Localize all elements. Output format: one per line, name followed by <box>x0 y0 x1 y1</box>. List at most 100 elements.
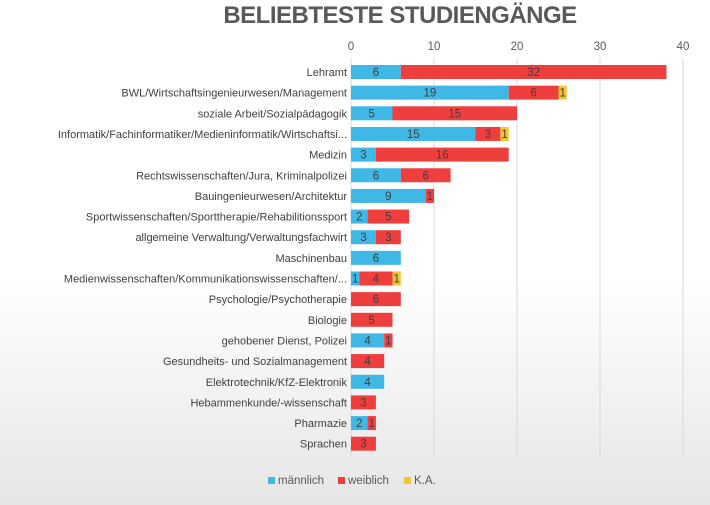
legend-label: männlich <box>278 475 324 487</box>
x-tick-label: 0 <box>348 41 354 53</box>
category-label: Maschinenbau <box>275 253 347 265</box>
category-label: Hebammenkunde/-wissenschaft <box>190 397 347 409</box>
bar-segment <box>351 230 376 245</box>
bar-segment <box>351 126 476 141</box>
x-tick-label: 20 <box>511 41 524 53</box>
data-label: 1 <box>501 129 507 141</box>
bar-segment <box>367 209 410 224</box>
data-label: 5 <box>385 212 391 224</box>
data-label: 1 <box>393 274 399 286</box>
legend-swatch <box>404 477 411 484</box>
bar-segment <box>351 374 385 389</box>
bar-segment <box>359 271 393 286</box>
data-label: 19 <box>423 88 436 100</box>
x-tick-label: 10 <box>428 41 441 53</box>
data-label: 3 <box>385 232 391 244</box>
bar-segment <box>500 126 509 141</box>
bar-segment <box>375 147 509 162</box>
data-label: 2 <box>356 212 362 224</box>
category-label: Sportwissenschaften/Sporttherapie/Rehabi… <box>86 212 347 224</box>
category-label: Medienwissenschaften/Kommunikationswisse… <box>64 274 347 286</box>
chart-title: BELIEBTESTE STUDIENGÄNGE <box>223 2 577 29</box>
bar-segment <box>392 271 401 286</box>
category-label: Lehramt <box>307 67 347 79</box>
x-tick-label: 30 <box>594 41 607 53</box>
category-label: Biologie <box>308 315 347 327</box>
data-label: 3 <box>360 439 366 451</box>
legend-swatch <box>268 477 275 484</box>
bar-segment <box>400 168 451 183</box>
legend-label: K.A. <box>414 475 436 487</box>
bar-segment <box>351 209 368 224</box>
category-label: Medizin <box>309 150 347 162</box>
category-label: soziale Arbeit/Sozialpädagogik <box>198 108 348 120</box>
legend-swatch <box>338 477 345 484</box>
bar-segment <box>384 333 393 348</box>
data-label: 4 <box>364 356 371 368</box>
bar-segment <box>351 65 401 79</box>
bar-segment <box>351 416 368 431</box>
data-label: 32 <box>527 67 540 79</box>
category-label: Pharmazie <box>294 418 347 430</box>
bar-segment <box>351 271 360 286</box>
data-label: 3 <box>360 232 366 244</box>
category-label: allgemeine Verwaltung/Verwaltungsfachwir… <box>135 232 347 244</box>
bar-segment <box>508 85 559 100</box>
category-label: Bauingenieurwesen/Architektur <box>195 191 348 203</box>
bar-segment <box>351 188 426 203</box>
category-label: BWL/Wirtschaftsingenieurwesen/Management <box>121 88 347 100</box>
category-label: Sprachen <box>300 439 347 451</box>
category-label: Psychologie/Psychotherapie <box>209 294 347 306</box>
bar-segment <box>351 106 393 121</box>
bar-segment <box>351 333 385 348</box>
data-label: 5 <box>369 315 375 327</box>
bar-segment <box>425 188 434 203</box>
data-label: 5 <box>369 108 375 120</box>
data-label: 2 <box>356 418 362 430</box>
category-label: Rechtswissenschaften/Jura, Kriminalpoliz… <box>136 170 347 182</box>
data-label: 1 <box>559 88 565 100</box>
category-label: Informatik/Fachinformatiker/Medieninform… <box>58 129 347 141</box>
x-tick-label: 40 <box>677 41 690 53</box>
data-label: 6 <box>373 294 379 306</box>
data-label: 6 <box>373 170 379 182</box>
data-label: 3 <box>360 397 366 409</box>
category-label: Elektrotechnik/KfZ-Elektronik <box>206 377 348 389</box>
data-label: 15 <box>407 129 420 141</box>
data-label: 6 <box>530 88 536 100</box>
bar-segment <box>351 395 376 410</box>
category-label: Gesundheits- und Sozialmanagement <box>163 356 347 368</box>
category-label: gehobener Dienst, Polizei <box>222 335 347 347</box>
legend-label: weiblich <box>347 475 389 487</box>
data-label: 3 <box>485 129 491 141</box>
bar-segment <box>351 168 401 183</box>
data-label: 1 <box>427 191 433 203</box>
data-label: 9 <box>385 191 391 203</box>
data-label: 3 <box>360 150 366 162</box>
data-label: 6 <box>373 253 379 265</box>
bar-segment <box>351 292 401 307</box>
data-label: 1 <box>369 418 375 430</box>
data-label: 4 <box>364 335 371 347</box>
bar-segment <box>558 85 567 100</box>
data-label: 4 <box>373 274 380 286</box>
bar-segment <box>351 147 376 162</box>
data-label: 15 <box>448 108 461 120</box>
bar-segment <box>375 230 401 245</box>
bar-segment <box>351 250 401 265</box>
data-label: 1 <box>385 335 391 347</box>
data-label: 4 <box>364 377 371 389</box>
bar-segment <box>351 85 509 100</box>
data-label: 1 <box>352 274 358 286</box>
bar-segment <box>351 312 393 327</box>
data-label: 6 <box>422 170 428 182</box>
bar-segment <box>367 416 376 431</box>
bar-segment <box>392 106 517 121</box>
bar-segment <box>475 126 501 141</box>
data-label: 6 <box>373 67 379 79</box>
data-label: 16 <box>436 150 449 162</box>
bar-segment <box>351 354 385 369</box>
bar-segment <box>351 436 376 451</box>
